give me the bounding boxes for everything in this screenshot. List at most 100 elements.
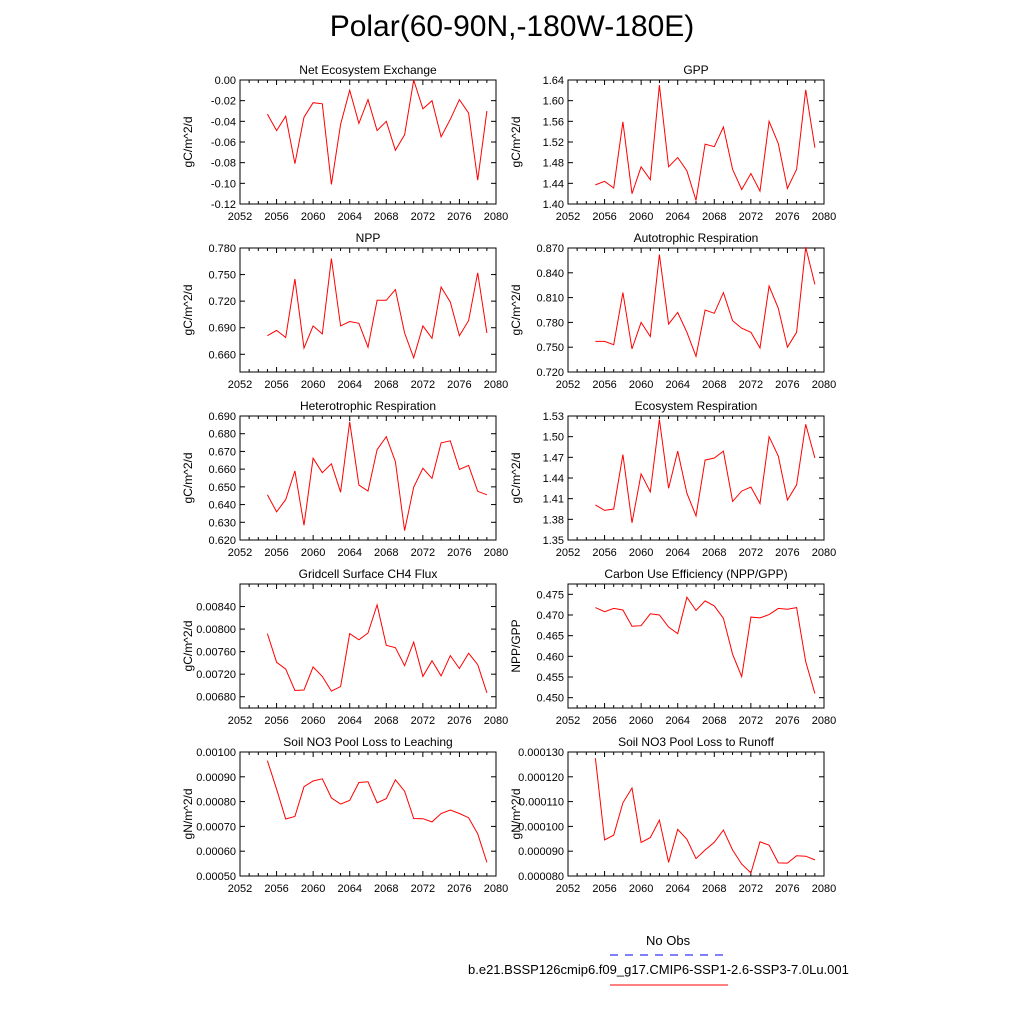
chart-3-xtick-label: 2080 — [812, 379, 836, 391]
chart-4-ytick-label: 0.640 — [208, 500, 236, 512]
chart-2-xtick-label: 2064 — [337, 379, 361, 391]
chart-4-title: Heterotrophic Respiration — [300, 399, 436, 413]
chart-6-xtick-label: 2076 — [447, 715, 471, 727]
chart-2-series-line — [267, 258, 488, 360]
chart-4-ytick-label: 0.690 — [208, 411, 236, 423]
chart-1-ytick-label: 1.52 — [543, 137, 564, 149]
chart-1-xtick-label: 2060 — [629, 211, 653, 223]
chart-2-xtick-label: 2080 — [484, 379, 508, 391]
chart-0-ytick-label: -0.04 — [211, 116, 236, 128]
chart-3-xtick-label: 2064 — [665, 379, 689, 391]
chart-6-xtick-label: 2064 — [337, 715, 361, 727]
chart-9-series-line — [594, 758, 816, 874]
chart-7-xtick-label: 2080 — [812, 715, 836, 727]
chart-5-series-line — [595, 419, 816, 523]
chart-8-ytick-label: 0.00060 — [196, 846, 236, 858]
chart-2-ylabel: gC/m^2/d — [181, 285, 195, 336]
chart-7-xtick-label: 2076 — [775, 715, 799, 727]
chart-4-ytick-label: 0.620 — [208, 535, 236, 547]
chart-3-xtick-label: 2056 — [592, 379, 616, 391]
chart-9-title: Soil NO3 Pool Loss to Runoff — [618, 735, 775, 749]
chart-8-ylabel: gN/m^2/d — [181, 789, 195, 840]
page-title: Polar(60-90N,-180W-180E) — [329, 10, 695, 43]
chart-0-ylabel: gC/m^2/d — [181, 117, 195, 168]
chart-7-xtick-label: 2068 — [702, 715, 726, 727]
chart-5-xtick-label: 2076 — [775, 547, 799, 559]
chart-2-ytick-label: 0.720 — [208, 296, 236, 308]
chart-3-xtick-label: 2072 — [739, 379, 763, 391]
chart-5-title: Ecosystem Respiration — [635, 399, 758, 413]
chart-1-ytick-label: 1.64 — [543, 75, 564, 87]
chart-9-xtick-label: 2056 — [592, 883, 616, 895]
chart-3-title: Autotrophic Respiration — [634, 231, 759, 245]
chart-3-ytick-label: 0.720 — [536, 367, 564, 379]
chart-8-ytick-label: 0.00090 — [196, 772, 236, 784]
chart-6-xtick-label: 2072 — [411, 715, 435, 727]
chart-7-xtick-label: 2072 — [739, 715, 763, 727]
chart-7-xtick-label: 2052 — [556, 715, 580, 727]
chart-1-xtick-label: 2080 — [812, 211, 836, 223]
chart-9-xtick-label: 2080 — [812, 883, 836, 895]
chart-0-xtick-label: 2060 — [301, 211, 325, 223]
chart-1-series-line — [595, 85, 816, 201]
chart-6-series-line — [266, 603, 488, 693]
chart-0-xtick-label: 2080 — [484, 211, 508, 223]
chart-0-ytick-label: -0.02 — [211, 96, 236, 108]
chart-7-xtick-label: 2060 — [629, 715, 653, 727]
chart-9-ytick-label: 0.000090 — [518, 846, 564, 858]
chart-0-ytick-label: -0.06 — [211, 137, 236, 149]
chart-6-xtick-label: 2068 — [374, 715, 398, 727]
chart-0-ytick-label: -0.08 — [211, 158, 236, 170]
chart-8-ytick-label: 0.00080 — [196, 797, 236, 809]
chart-0-xtick-label: 2076 — [447, 211, 471, 223]
chart-2-xtick-label: 2052 — [228, 379, 252, 391]
chart-7-xtick-label: 2056 — [592, 715, 616, 727]
chart-6-frame — [239, 583, 497, 709]
chart-2-ytick-label: 0.660 — [208, 349, 236, 361]
chart-9-ytick-label: 0.000120 — [518, 772, 564, 784]
chart-6-ytick-label: 0.00680 — [196, 692, 236, 704]
chart-1-xtick-label: 2068 — [702, 211, 726, 223]
chart-7-xtick-label: 2064 — [665, 715, 689, 727]
chart-9-xtick-label: 2068 — [702, 883, 726, 895]
chart-2-title: NPP — [356, 231, 381, 245]
chart-5-xtick-label: 2080 — [812, 547, 836, 559]
chart-3-frame — [567, 247, 825, 373]
chart-7-series-line — [595, 596, 816, 694]
chart-2-xtick-label: 2056 — [264, 379, 288, 391]
chart-8-ytick-label: 0.00070 — [196, 821, 236, 833]
chart-3-xtick-label: 2068 — [702, 379, 726, 391]
chart-0-xtick-label: 2068 — [374, 211, 398, 223]
chart-4-frame — [239, 415, 497, 541]
chart-1-ytick-label: 1.48 — [543, 158, 564, 170]
chart-8-xtick-label: 2064 — [337, 883, 361, 895]
chart-0-ytick-label: -0.10 — [211, 178, 236, 190]
chart-6-title: Gridcell Surface CH4 Flux — [299, 567, 438, 581]
chart-2-xtick-label: 2072 — [411, 379, 435, 391]
chart-9-ytick-label: 0.000080 — [518, 871, 564, 883]
chart-6-ytick-label: 0.00720 — [196, 669, 236, 681]
chart-6-ytick-label: 0.00800 — [196, 624, 236, 636]
chart-6-xtick-label: 2060 — [301, 715, 325, 727]
chart-4-ytick-label: 0.630 — [208, 517, 236, 529]
chart-4-xtick-label: 2068 — [374, 547, 398, 559]
chart-5-xtick-label: 2056 — [592, 547, 616, 559]
chart-8-xtick-label: 2068 — [374, 883, 398, 895]
chart-2-ytick-label: 0.780 — [208, 243, 236, 255]
chart-2-xtick-label: 2076 — [447, 379, 471, 391]
chart-8-xtick-label: 2056 — [264, 883, 288, 895]
chart-5-ytick-label: 1.50 — [543, 432, 564, 444]
chart-4-xtick-label: 2056 — [264, 547, 288, 559]
chart-1-xtick-label: 2056 — [592, 211, 616, 223]
chart-5-ytick-label: 1.44 — [543, 473, 564, 485]
chart-9-ylabel: gN/m^2/d — [509, 789, 523, 840]
chart-4-xtick-label: 2064 — [337, 547, 361, 559]
chart-5-ytick-label: 1.41 — [543, 494, 564, 506]
chart-5-xtick-label: 2072 — [739, 547, 763, 559]
chart-2-xtick-label: 2060 — [301, 379, 325, 391]
chart-1-xtick-label: 2072 — [739, 211, 763, 223]
chart-4-xtick-label: 2060 — [301, 547, 325, 559]
chart-4-ylabel: gC/m^2/d — [181, 453, 195, 504]
chart-5-ytick-label: 1.47 — [543, 452, 564, 464]
